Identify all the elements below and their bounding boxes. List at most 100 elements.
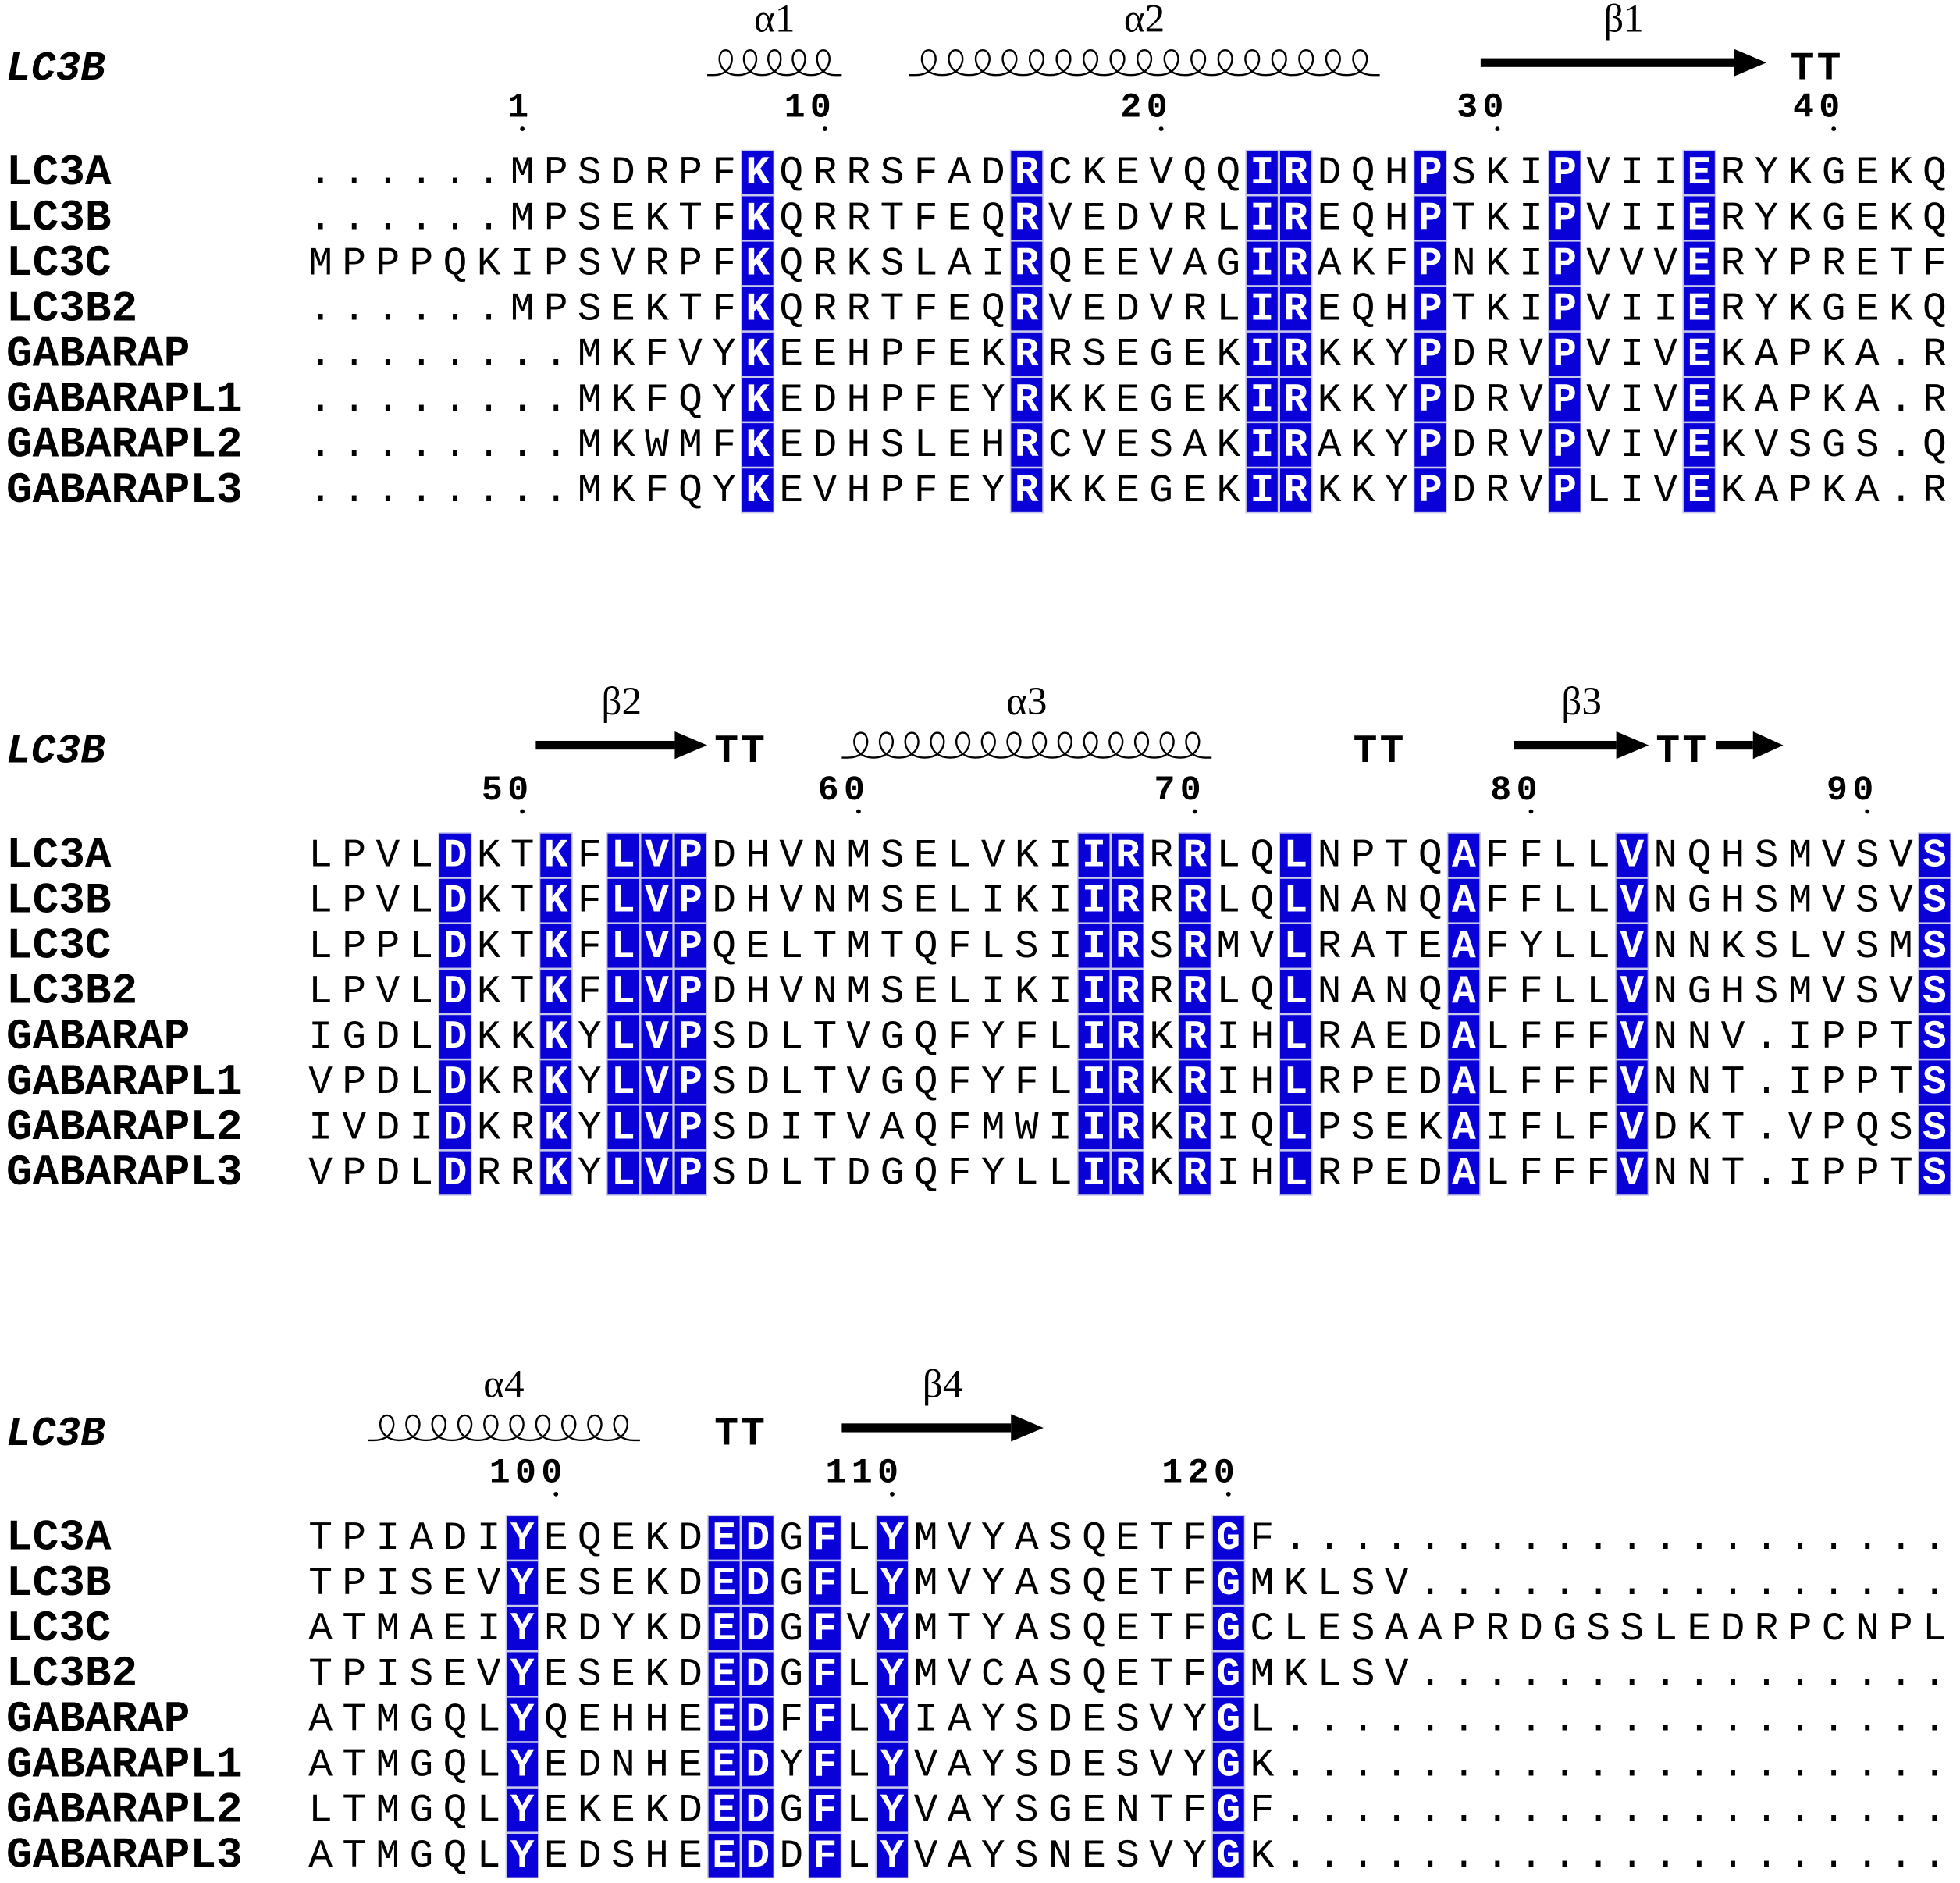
sequence-name: LC3A xyxy=(6,1513,112,1563)
identity-box xyxy=(741,1515,775,1561)
identity-box xyxy=(1111,832,1145,878)
identity-box xyxy=(875,1650,909,1697)
identity-box xyxy=(1178,1059,1212,1105)
sequence-name: GABARAPL3 xyxy=(6,1148,243,1198)
identity-box xyxy=(1211,1832,1246,1879)
identity-box xyxy=(707,1560,742,1607)
identity-box xyxy=(1245,240,1279,287)
identity-box xyxy=(639,1013,674,1060)
identity-box xyxy=(741,1605,775,1652)
identity-box xyxy=(606,832,640,878)
strand-head xyxy=(1752,731,1784,760)
identity-box xyxy=(1245,422,1279,468)
sequence-name: GABARAP xyxy=(6,1012,190,1062)
identity-box xyxy=(606,1013,640,1060)
residue-number-dot xyxy=(1192,809,1197,814)
identity-box xyxy=(1009,422,1044,468)
helix-label: α2 xyxy=(1124,0,1165,41)
helix xyxy=(841,731,1212,759)
sequence-name: GABARAPL1 xyxy=(6,1057,243,1107)
identity-box xyxy=(673,1150,708,1196)
identity-box xyxy=(875,1832,909,1879)
identity-box xyxy=(1413,376,1447,423)
identity-box xyxy=(1413,422,1447,468)
identity-box xyxy=(1111,1059,1145,1105)
identity-box xyxy=(505,1742,539,1788)
identity-box xyxy=(1009,149,1044,196)
sequence-name: GABARAP xyxy=(6,329,190,379)
identity-box xyxy=(539,877,573,924)
identity-box xyxy=(1615,1150,1649,1196)
identity-box xyxy=(1548,422,1582,468)
reference-label: LC3B xyxy=(6,1411,105,1458)
sequence-name: GABARAPL3 xyxy=(6,465,243,515)
identity-box xyxy=(1279,422,1313,468)
identity-box xyxy=(673,968,708,1015)
identity-box xyxy=(1245,376,1279,423)
residue-number-dot xyxy=(520,809,525,814)
sequence-name: GABARAPL3 xyxy=(6,1831,243,1881)
residue-number-dot xyxy=(1528,809,1534,814)
identity-box xyxy=(639,1059,674,1105)
identity-box xyxy=(1009,286,1044,332)
identity-box xyxy=(539,1104,573,1151)
identity-box xyxy=(707,1832,742,1879)
identity-box xyxy=(1446,1104,1481,1151)
identity-box xyxy=(875,1560,909,1607)
strand-shaft xyxy=(535,740,675,750)
identity-box xyxy=(1211,1787,1246,1834)
identity-box xyxy=(741,1650,775,1697)
identity-box xyxy=(1211,1742,1246,1788)
identity-box xyxy=(1076,832,1112,878)
identity-box xyxy=(1615,832,1649,878)
identity-box xyxy=(1446,1150,1481,1196)
identity-box xyxy=(1446,832,1481,878)
identity-box xyxy=(639,1150,674,1196)
identity-box xyxy=(1682,286,1716,332)
sequence-name: LC3C xyxy=(6,921,111,971)
residue-number-dot xyxy=(1158,126,1164,131)
sequence-name: GABARAPL1 xyxy=(6,375,243,425)
identity-box xyxy=(1245,194,1279,241)
identity-box xyxy=(1009,240,1044,287)
residue-number: 1 xyxy=(507,89,533,128)
identity-box xyxy=(438,1013,472,1060)
identity-box xyxy=(438,1150,472,1196)
sequence-name: GABARAP xyxy=(6,1694,190,1744)
identity-box xyxy=(1178,832,1212,878)
identity-box xyxy=(539,1059,573,1105)
identity-box xyxy=(1279,286,1313,332)
residue-number-dot xyxy=(1225,1491,1231,1497)
identity-box xyxy=(1076,1104,1112,1151)
identity-box xyxy=(505,1515,539,1561)
identity-box xyxy=(741,1696,775,1742)
identity-box xyxy=(1178,968,1212,1015)
sequence-name: LC3B xyxy=(6,193,111,243)
residue-number-dot xyxy=(553,1491,559,1497)
identity-box xyxy=(1245,467,1279,514)
identity-box xyxy=(741,1560,775,1607)
identity-box xyxy=(1211,1650,1246,1697)
identity-box xyxy=(1548,286,1582,332)
identity-box xyxy=(707,1515,742,1561)
helix xyxy=(909,48,1380,77)
residue-number-dot xyxy=(890,1491,895,1497)
identity-box xyxy=(1682,422,1716,468)
identity-box xyxy=(539,1150,573,1196)
turn-label: TT xyxy=(714,729,767,774)
identity-box xyxy=(875,1515,909,1561)
residue-number: 40 xyxy=(1793,89,1845,128)
turn-label: TT xyxy=(1791,47,1844,92)
identity-box xyxy=(1413,240,1447,287)
identity-box xyxy=(673,1104,708,1151)
identity-box xyxy=(1211,1515,1246,1561)
